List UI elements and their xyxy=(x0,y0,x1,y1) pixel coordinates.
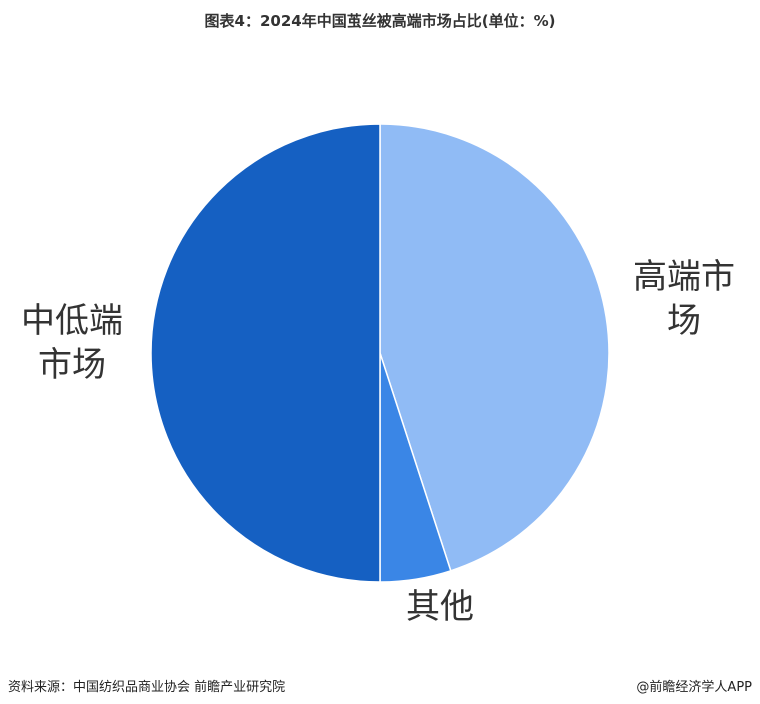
slice-label-0: 高端市场 xyxy=(633,257,735,341)
slice-label-1: 其他 xyxy=(406,587,474,627)
pie-slice-0 xyxy=(379,123,610,572)
chart-title: 图表4：2024年中国茧丝被高端市场占比(单位：%) xyxy=(204,12,556,30)
slice-label-2: 中低端市场 xyxy=(21,301,123,385)
source-note: 资料来源：中国纺织品商业协会 前瞻产业研究院 xyxy=(8,680,286,695)
brand-credit: @前瞻经济学人APP xyxy=(636,680,752,695)
pie-slice-2 xyxy=(150,123,381,583)
